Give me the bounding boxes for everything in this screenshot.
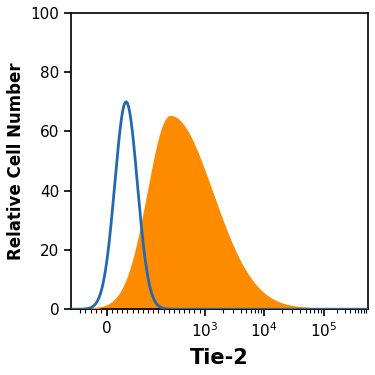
X-axis label: Tie-2: Tie-2 <box>190 348 249 368</box>
Y-axis label: Relative Cell Number: Relative Cell Number <box>7 62 25 260</box>
